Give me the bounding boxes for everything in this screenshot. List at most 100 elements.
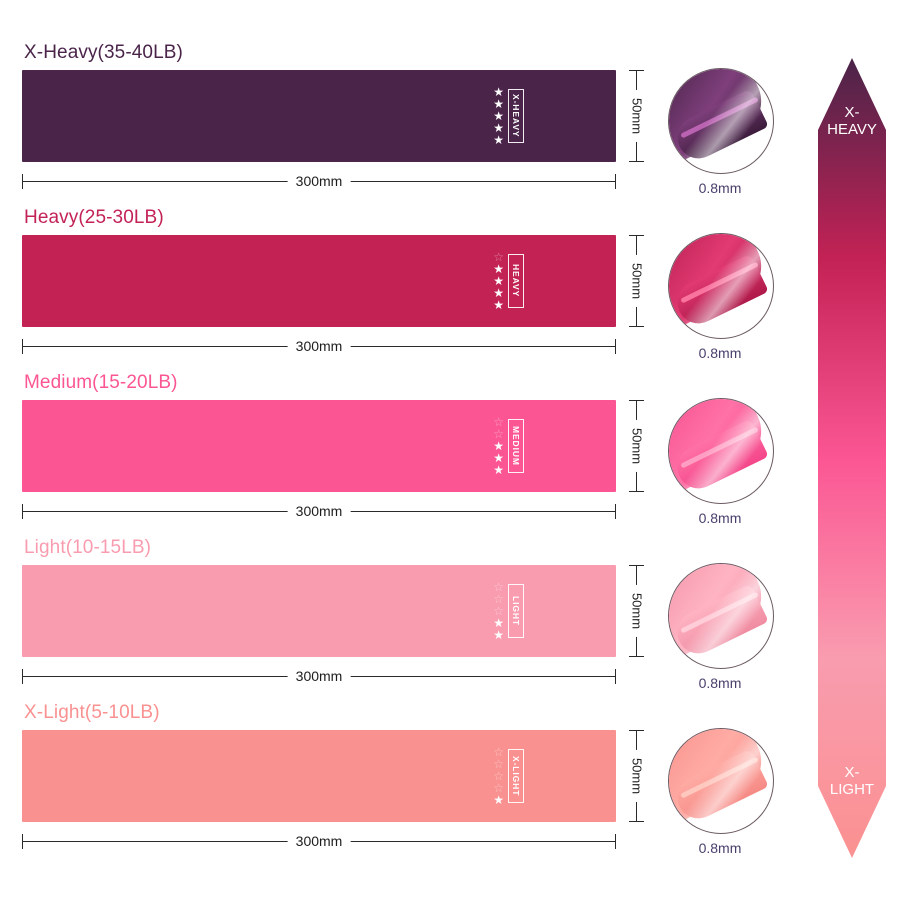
star-filled-icon: ★ [493,84,504,99]
star-filled-icon: ★ [493,615,504,630]
thickness-label-light: 0.8mm [698,675,742,691]
dimension-cap-top [629,565,644,566]
star-filled-icon: ★ [493,627,504,642]
band-tag-box-x-heavy: X-HEAVY [508,89,524,143]
star-filled-icon: ★ [493,462,504,477]
star-filled-icon: ★ [493,285,504,300]
star-filled-icon: ★ [493,261,504,276]
band-swatch-medium: ☆ ☆ ★ ★ ★ MEDIUM [22,400,616,492]
thickness-photo-circle-light [668,563,774,669]
star-filled-icon: ★ [493,438,504,453]
star-rating-x-light: ☆ ☆ ☆ ☆ ★ [493,744,504,807]
width-dimension-medium: 50mm [626,400,648,492]
star-empty-icon: ☆ [493,579,504,594]
band-tag-box-heavy: HEAVY [508,254,524,308]
star-rating-medium: ☆ ☆ ★ ★ ★ [493,414,504,477]
band-print-badge-x-heavy: ★ ★ ★ ★ ★ X-HEAVY [493,79,524,153]
width-dimension-light: 50mm [626,565,648,657]
scale-arrow-top-line2: HEAVY [827,121,877,138]
star-filled-icon: ★ [493,450,504,465]
star-empty-icon: ☆ [493,591,504,606]
band-tag-box-light: LIGHT [508,584,524,638]
band-tag-text-x-light: X-LIGHT [511,755,521,797]
dimension-cap-top [629,730,644,731]
thickness-label-heavy: 0.8mm [698,345,742,361]
star-filled-icon: ★ [493,132,504,147]
band-print-badge-light: ☆ ☆ ☆ ★ ★ LIGHT [493,574,524,648]
dimension-cap-left [22,834,23,849]
thickness-inset-x-light: 0.8mm [668,728,778,868]
length-dimension-x-heavy: 300mm [22,172,616,190]
dimension-cap-bottom [629,326,644,327]
band-print-badge-heavy: ☆ ★ ★ ★ ★ HEAVY [493,244,524,318]
band-tag-text-light: LIGHT [511,596,521,626]
dimension-cap-bottom [629,161,644,162]
thickness-inset-light: 0.8mm [668,563,778,703]
band-print-badge-medium: ☆ ☆ ★ ★ ★ MEDIUM [493,409,524,483]
resistance-scale-arrow [818,58,886,858]
star-empty-icon: ☆ [493,768,504,783]
dimension-cap-bottom [629,491,644,492]
thickness-inset-x-heavy: 0.8mm [668,68,778,208]
dimension-cap-right [615,339,616,354]
dimension-cap-bottom [629,821,644,822]
dimension-cap-bottom [629,656,644,657]
thickness-photo-circle-heavy [668,233,774,339]
band-title-x-light: X-Light(5-10LB) [24,702,160,723]
length-dimension-label-light: 300mm [287,668,351,684]
thickness-photo-circle-x-light [668,728,774,834]
band-tag-text-x-heavy: X-HEAVY [511,94,521,138]
star-filled-icon: ★ [493,120,504,135]
star-empty-icon: ☆ [493,414,504,429]
length-dimension-label-medium: 300mm [287,503,351,519]
star-rating-light: ☆ ☆ ☆ ★ ★ [493,579,504,642]
scale-arrow-bottom-line1: X- [844,764,860,781]
band-swatch-x-light: ☆ ☆ ☆ ☆ ★ X-LIGHT [22,730,616,822]
scale-arrow-top-label: X- HEAVY [818,104,886,138]
star-empty-icon: ☆ [493,744,504,759]
thickness-label-medium: 0.8mm [698,510,742,526]
band-tag-text-heavy: HEAVY [511,264,521,298]
width-dimension-x-light: 50mm [626,730,648,822]
star-filled-icon: ★ [493,96,504,111]
star-empty-icon: ☆ [493,249,504,264]
star-filled-icon: ★ [493,792,504,807]
scale-arrow-bottom-label: X- LIGHT [818,764,886,798]
star-filled-icon: ★ [493,108,504,123]
width-dimension-label-heavy: 50mm [629,254,645,308]
band-surface-light: ☆ ☆ ☆ ★ ★ LIGHT [22,565,616,657]
length-dimension-light: 300mm [22,667,616,685]
thickness-label-x-heavy: 0.8mm [698,180,742,196]
dimension-cap-left [22,504,23,519]
star-empty-icon: ☆ [493,426,504,441]
dimension-cap-right [615,504,616,519]
scale-arrow-top-line1: X- [844,104,860,121]
band-tag-box-medium: MEDIUM [508,419,524,473]
dimension-cap-top [629,400,644,401]
length-dimension-heavy: 300mm [22,337,616,355]
dimension-cap-left [22,669,23,684]
width-dimension-label-x-light: 50mm [629,749,645,803]
band-title-x-heavy: X-Heavy(35-40LB) [24,42,183,63]
band-swatch-x-heavy: ★ ★ ★ ★ ★ X-HEAVY [22,70,616,162]
thickness-photo-circle-medium [668,398,774,504]
dimension-cap-top [629,70,644,71]
length-dimension-x-light: 300mm [22,832,616,850]
band-title-light: Light(10-15LB) [24,537,152,558]
dimension-cap-right [615,174,616,189]
star-filled-icon: ★ [493,297,504,312]
star-filled-icon: ★ [493,273,504,288]
length-dimension-medium: 300mm [22,502,616,520]
band-title-medium: Medium(15-20LB) [24,372,178,393]
width-dimension-x-heavy: 50mm [626,70,648,162]
thickness-inset-medium: 0.8mm [668,398,778,538]
star-empty-icon: ☆ [493,756,504,771]
star-empty-icon: ☆ [493,780,504,795]
band-tag-box-x-light: X-LIGHT [508,749,524,803]
width-dimension-label-x-heavy: 50mm [629,89,645,143]
band-surface-medium: ☆ ☆ ★ ★ ★ MEDIUM [22,400,616,492]
thickness-label-x-light: 0.8mm [698,840,742,856]
star-rating-heavy: ☆ ★ ★ ★ ★ [493,249,504,312]
dimension-cap-right [615,834,616,849]
